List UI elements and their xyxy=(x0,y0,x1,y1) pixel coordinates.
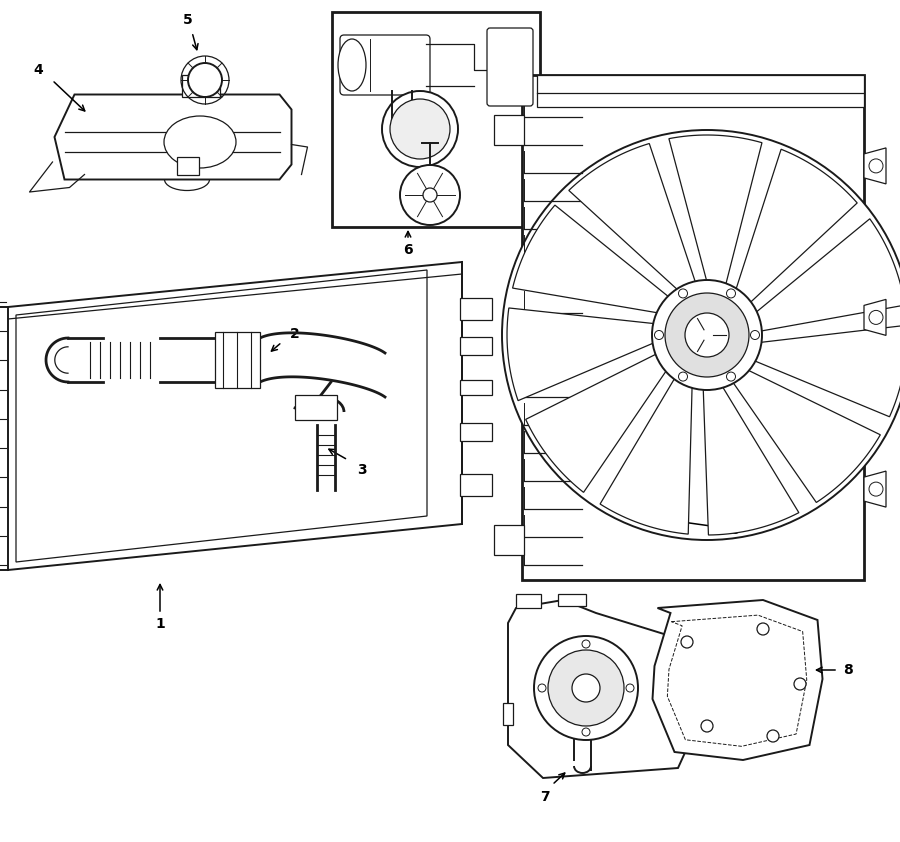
Polygon shape xyxy=(864,472,886,507)
Text: 8: 8 xyxy=(843,663,853,677)
Bar xyxy=(215,332,260,388)
Circle shape xyxy=(869,159,883,173)
Circle shape xyxy=(582,640,590,648)
Polygon shape xyxy=(729,149,857,317)
Circle shape xyxy=(726,289,735,298)
Circle shape xyxy=(572,674,600,702)
Circle shape xyxy=(390,99,450,159)
Circle shape xyxy=(685,313,729,357)
Polygon shape xyxy=(864,300,886,335)
Circle shape xyxy=(679,289,688,298)
Bar xyxy=(460,424,492,441)
Circle shape xyxy=(869,482,883,496)
Polygon shape xyxy=(720,360,880,503)
Circle shape xyxy=(701,720,713,732)
Ellipse shape xyxy=(338,39,366,91)
FancyBboxPatch shape xyxy=(487,28,533,106)
Polygon shape xyxy=(734,325,900,417)
Circle shape xyxy=(382,91,458,167)
Bar xyxy=(503,703,513,725)
Polygon shape xyxy=(513,205,686,317)
Circle shape xyxy=(665,293,749,377)
Text: 5: 5 xyxy=(183,13,193,27)
Text: 6: 6 xyxy=(403,243,413,257)
Circle shape xyxy=(654,331,663,339)
Circle shape xyxy=(502,130,900,540)
Polygon shape xyxy=(600,360,693,534)
Circle shape xyxy=(423,188,437,202)
Polygon shape xyxy=(526,344,680,493)
Bar xyxy=(460,474,492,496)
Circle shape xyxy=(767,730,779,742)
Polygon shape xyxy=(702,366,799,535)
Circle shape xyxy=(794,678,806,690)
Polygon shape xyxy=(669,135,762,306)
Circle shape xyxy=(548,650,624,726)
Text: 4: 4 xyxy=(33,63,43,77)
Circle shape xyxy=(751,331,760,339)
Bar xyxy=(537,75,864,107)
Text: 7: 7 xyxy=(540,790,550,804)
Bar xyxy=(494,115,524,145)
Bar xyxy=(460,381,492,395)
Polygon shape xyxy=(507,308,676,401)
Text: 9: 9 xyxy=(730,523,740,537)
Circle shape xyxy=(534,636,638,740)
Bar xyxy=(182,74,220,97)
Bar xyxy=(460,298,492,320)
Circle shape xyxy=(679,372,688,381)
Circle shape xyxy=(626,684,634,692)
Bar xyxy=(522,75,864,580)
Circle shape xyxy=(757,623,769,635)
Circle shape xyxy=(538,684,546,692)
Polygon shape xyxy=(738,219,900,335)
Polygon shape xyxy=(569,143,702,306)
Polygon shape xyxy=(16,270,427,562)
Polygon shape xyxy=(652,600,823,760)
Circle shape xyxy=(400,165,460,225)
Circle shape xyxy=(681,636,693,648)
Bar xyxy=(295,395,337,420)
Bar xyxy=(177,157,199,175)
Text: 1: 1 xyxy=(155,617,165,631)
Circle shape xyxy=(652,280,762,390)
Bar xyxy=(494,525,524,555)
Polygon shape xyxy=(8,262,462,570)
Circle shape xyxy=(582,728,590,736)
FancyBboxPatch shape xyxy=(340,35,430,95)
Text: 3: 3 xyxy=(357,463,367,477)
Bar xyxy=(558,594,586,606)
Polygon shape xyxy=(55,94,292,179)
Bar xyxy=(460,337,492,354)
Ellipse shape xyxy=(164,116,236,168)
Circle shape xyxy=(188,63,222,97)
Polygon shape xyxy=(508,600,693,778)
Bar xyxy=(516,594,541,608)
Bar xyxy=(332,12,540,227)
Circle shape xyxy=(869,311,883,324)
Text: 2: 2 xyxy=(290,327,300,341)
Circle shape xyxy=(726,372,735,381)
Polygon shape xyxy=(864,148,886,184)
